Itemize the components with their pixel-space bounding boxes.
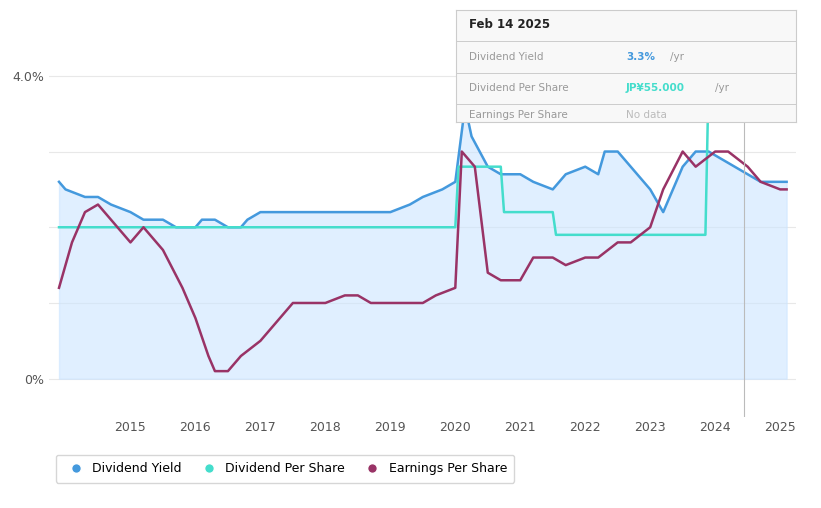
Text: Feb 14 2025: Feb 14 2025 — [470, 18, 550, 31]
Legend: Dividend Yield, Dividend Per Share, Earnings Per Share: Dividend Yield, Dividend Per Share, Earn… — [56, 455, 515, 483]
Text: Earnings Per Share: Earnings Per Share — [470, 110, 568, 120]
Text: Dividend Yield: Dividend Yield — [470, 52, 544, 62]
Text: 3.3%: 3.3% — [626, 52, 655, 62]
Text: Past: Past — [748, 49, 773, 62]
Text: JP¥55.000: JP¥55.000 — [626, 83, 685, 93]
Text: /yr: /yr — [714, 83, 728, 93]
Text: No data: No data — [626, 110, 667, 120]
Text: Dividend Per Share: Dividend Per Share — [470, 83, 569, 93]
Text: /yr: /yr — [670, 52, 685, 62]
